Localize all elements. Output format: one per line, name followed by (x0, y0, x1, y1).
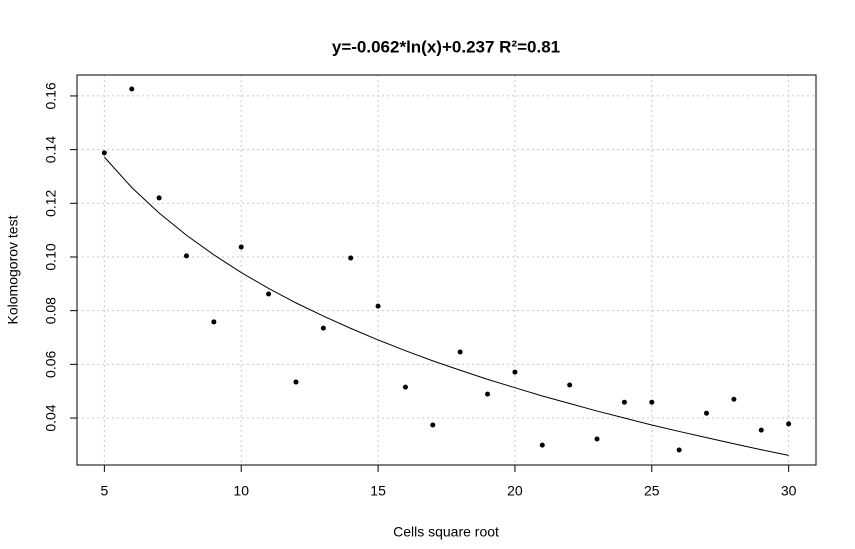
data-point (758, 427, 764, 433)
y-tick-label: 0.06 (43, 351, 59, 378)
y-axis-label: Kolomogorov test (5, 215, 21, 324)
data-point (594, 436, 600, 442)
data-point (320, 325, 326, 331)
data-point (786, 421, 792, 427)
data-point (621, 399, 627, 405)
data-point (512, 369, 518, 375)
y-tick-label: 0.12 (43, 189, 59, 216)
plot-frame (76, 74, 817, 466)
data-point (101, 150, 107, 156)
y-tick-label: 0.14 (43, 136, 59, 163)
data-point (293, 379, 299, 385)
data-point (704, 410, 710, 416)
data-point (676, 447, 682, 453)
x-tick-label: 30 (781, 483, 797, 499)
data-point (183, 253, 189, 259)
x-tick-label: 20 (507, 483, 523, 499)
x-tick-label: 25 (644, 483, 660, 499)
x-tick-label: 5 (100, 483, 108, 499)
data-point (238, 244, 244, 250)
fit-curve (103, 156, 789, 456)
x-tick-label: 10 (233, 483, 249, 499)
data-point (539, 442, 545, 448)
data-point (731, 396, 737, 402)
data-point (375, 303, 381, 309)
data-point (649, 399, 655, 405)
data-point (211, 319, 217, 325)
data-point (348, 255, 354, 261)
y-tick-label: 0.08 (43, 297, 59, 324)
data-point (457, 349, 463, 355)
y-tick-label: 0.10 (43, 243, 59, 270)
data-point (402, 384, 408, 390)
data-point (266, 291, 272, 297)
data-point (567, 382, 573, 388)
y-tick-label: 0.04 (43, 404, 59, 431)
y-tick-label: 0.16 (43, 82, 59, 109)
data-point (430, 422, 436, 428)
chart-title: y=-0.062*ln(x)+0.237 R²=0.81 (332, 37, 560, 56)
x-axis-label: Cells square root (393, 524, 499, 540)
data-point (485, 391, 491, 397)
data-point (129, 86, 135, 92)
data-point (156, 195, 162, 201)
x-tick-label: 15 (370, 483, 386, 499)
